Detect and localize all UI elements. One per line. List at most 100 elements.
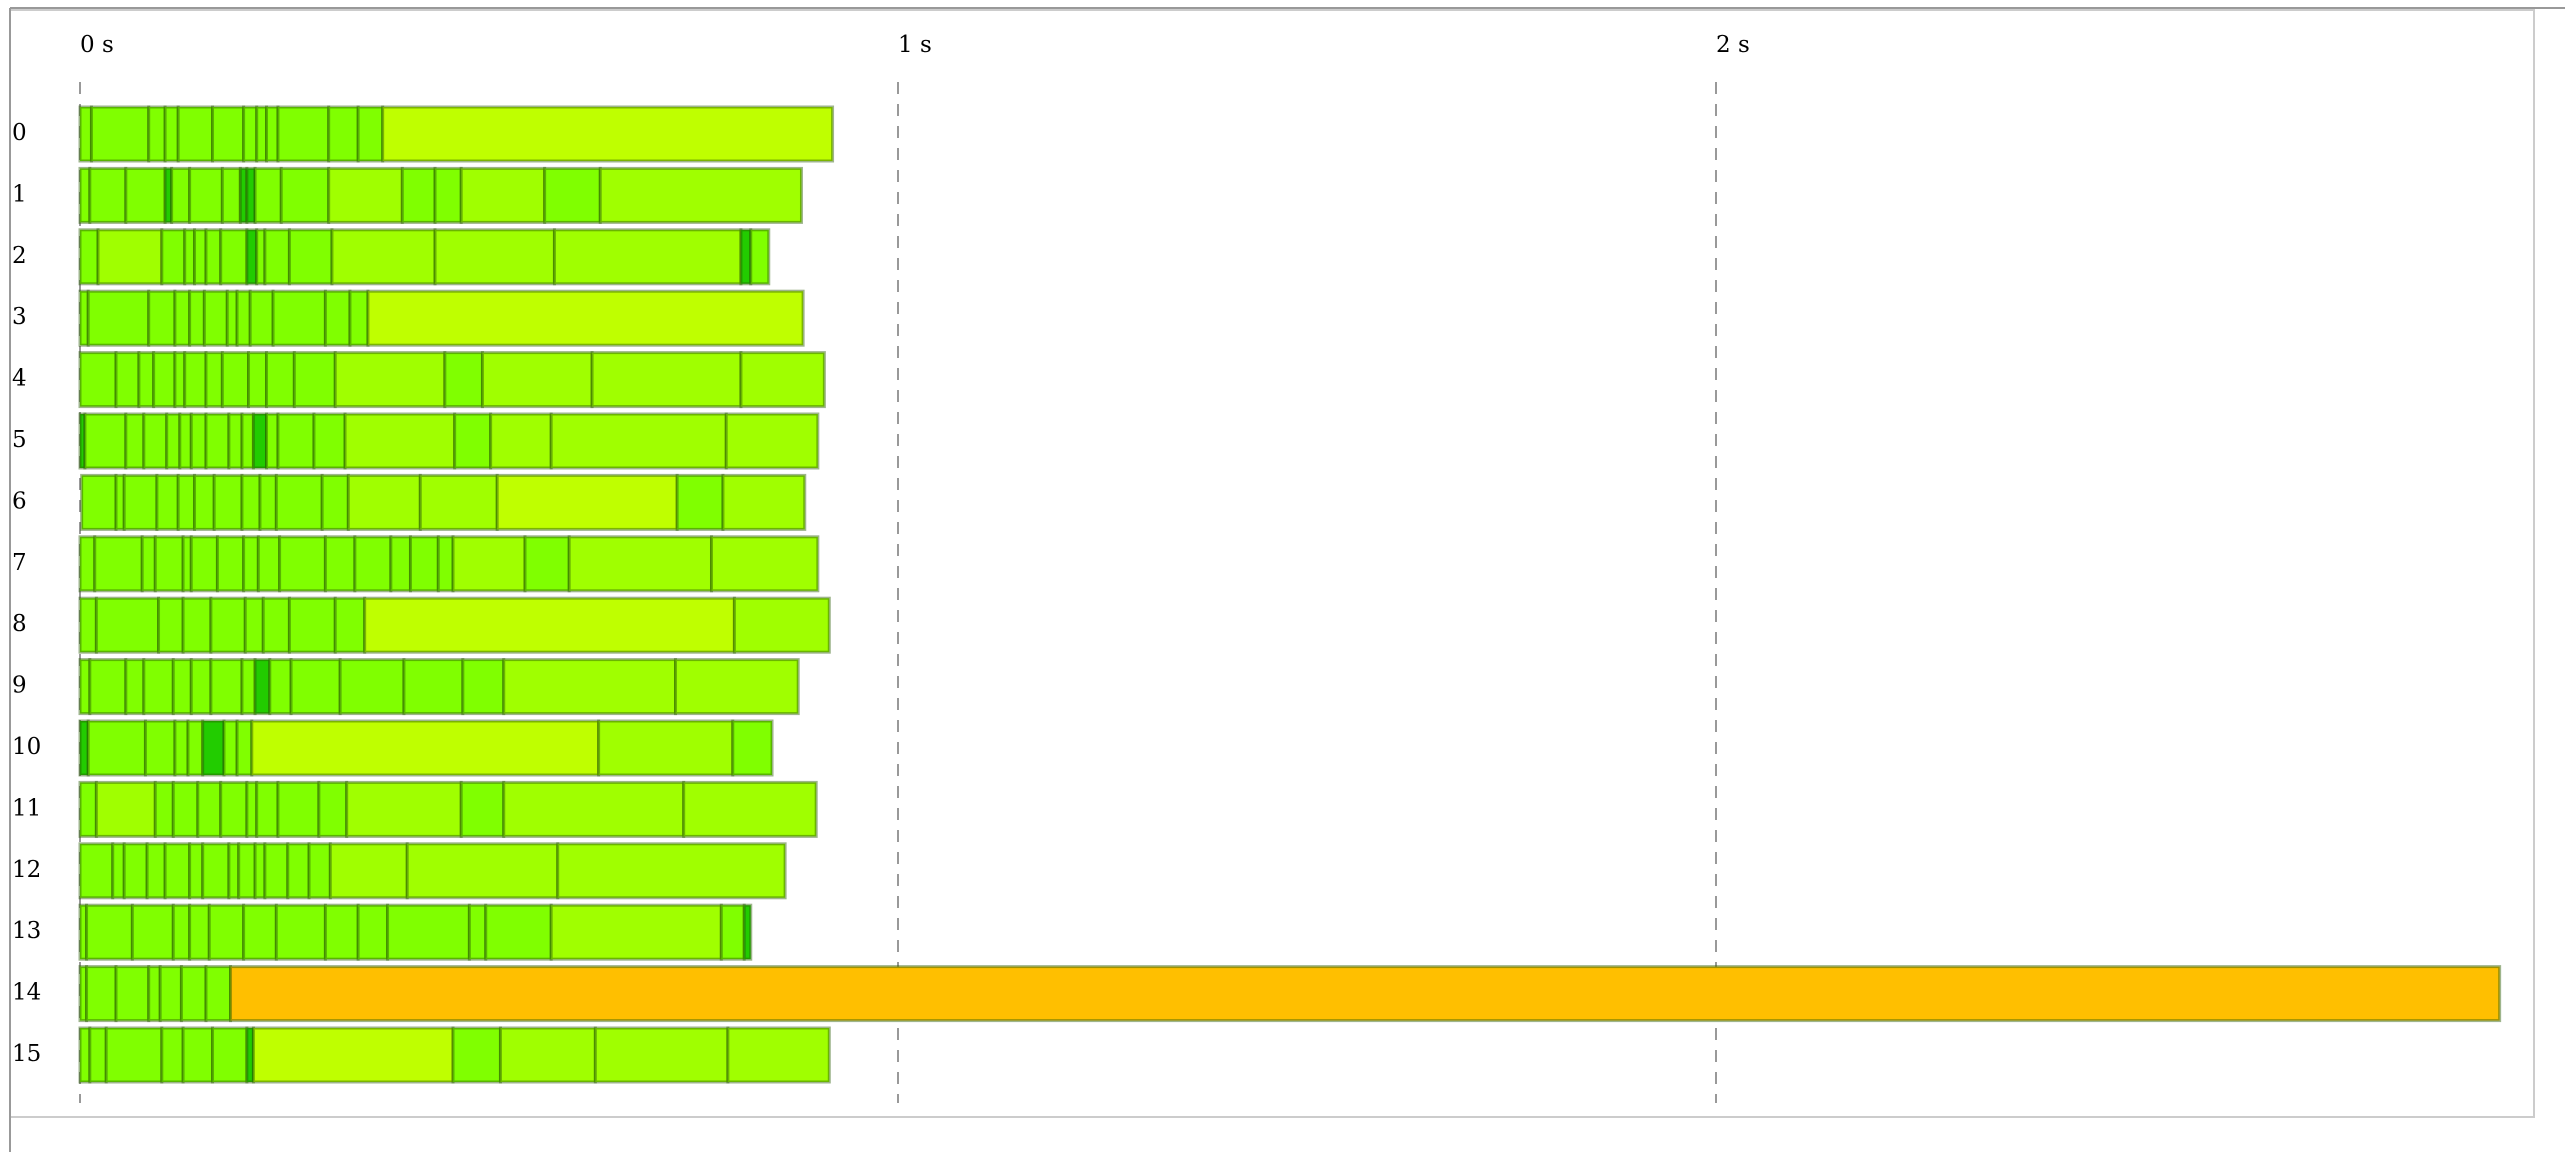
segment bbox=[312, 412, 347, 470]
segment bbox=[78, 842, 115, 900]
segment bbox=[212, 473, 244, 531]
segment bbox=[152, 351, 177, 409]
segment bbox=[171, 903, 192, 961]
segment bbox=[179, 965, 208, 1023]
segment bbox=[459, 780, 506, 838]
segment bbox=[193, 473, 216, 531]
segment bbox=[276, 780, 321, 838]
segment bbox=[248, 289, 275, 347]
row-label: 14 bbox=[12, 980, 41, 1006]
segment bbox=[196, 780, 223, 838]
segment bbox=[242, 535, 260, 593]
segment bbox=[549, 412, 728, 470]
segment bbox=[480, 351, 594, 409]
segment bbox=[207, 903, 246, 961]
segment bbox=[543, 166, 602, 224]
row-label: 6 bbox=[12, 488, 27, 514]
segment bbox=[346, 473, 422, 531]
segment bbox=[85, 965, 118, 1023]
segment bbox=[88, 1026, 108, 1084]
segment bbox=[292, 351, 337, 409]
segment bbox=[265, 412, 280, 470]
segment bbox=[597, 719, 735, 777]
segment bbox=[188, 842, 205, 900]
segment bbox=[682, 780, 818, 838]
segment bbox=[170, 166, 192, 224]
segment bbox=[163, 842, 192, 900]
segment bbox=[83, 412, 128, 470]
segment bbox=[333, 351, 447, 409]
segment bbox=[453, 412, 493, 470]
segment bbox=[328, 842, 409, 900]
segment bbox=[498, 1026, 597, 1084]
segment bbox=[163, 105, 180, 163]
segment bbox=[204, 351, 224, 409]
segment bbox=[153, 780, 175, 838]
segment bbox=[220, 166, 242, 224]
segment bbox=[160, 1026, 185, 1084]
segment bbox=[176, 473, 197, 531]
segment bbox=[124, 658, 146, 716]
segment bbox=[114, 351, 141, 409]
segment bbox=[408, 535, 440, 593]
segment bbox=[265, 351, 296, 409]
segment bbox=[171, 658, 193, 716]
segment bbox=[181, 535, 193, 593]
segment bbox=[356, 903, 390, 961]
segment bbox=[451, 535, 527, 593]
segment bbox=[153, 535, 185, 593]
segment bbox=[204, 965, 233, 1023]
segment bbox=[219, 780, 249, 838]
segment bbox=[89, 105, 151, 163]
segment bbox=[265, 105, 280, 163]
segment bbox=[330, 228, 437, 286]
segment bbox=[130, 903, 175, 961]
segment bbox=[78, 351, 118, 409]
segment bbox=[724, 412, 820, 470]
segment bbox=[489, 412, 553, 470]
segment bbox=[495, 473, 679, 531]
x-tick-label: 1 s bbox=[898, 32, 932, 58]
segment bbox=[366, 289, 805, 347]
segment bbox=[709, 535, 820, 593]
segment bbox=[227, 412, 244, 470]
segment bbox=[719, 903, 746, 961]
segment bbox=[80, 473, 118, 531]
segment bbox=[255, 228, 267, 286]
segment bbox=[461, 658, 506, 716]
segment bbox=[467, 903, 488, 961]
segment bbox=[211, 1026, 249, 1084]
segment bbox=[739, 228, 753, 286]
segment bbox=[137, 351, 156, 409]
segment bbox=[674, 658, 800, 716]
segment bbox=[88, 658, 128, 716]
segment bbox=[567, 535, 713, 593]
segment bbox=[400, 166, 437, 224]
segment bbox=[286, 842, 311, 900]
segment bbox=[731, 719, 774, 777]
segment bbox=[220, 351, 251, 409]
row-label: 9 bbox=[12, 673, 27, 699]
segment bbox=[181, 1026, 215, 1084]
segment bbox=[343, 412, 457, 470]
segment bbox=[188, 289, 206, 347]
segment bbox=[333, 596, 367, 654]
segment bbox=[263, 842, 290, 900]
segment bbox=[183, 228, 197, 286]
segment bbox=[209, 596, 247, 654]
segment bbox=[94, 780, 157, 838]
segment bbox=[289, 658, 342, 716]
segment bbox=[287, 596, 337, 654]
segment bbox=[279, 166, 331, 224]
segment bbox=[675, 473, 725, 531]
segment bbox=[323, 289, 352, 347]
x-tick-label: 2 s bbox=[1716, 32, 1750, 58]
segment bbox=[250, 719, 601, 777]
segment bbox=[157, 596, 185, 654]
row-label: 11 bbox=[12, 795, 41, 821]
segment bbox=[278, 535, 327, 593]
segment bbox=[433, 228, 556, 286]
segment bbox=[327, 166, 404, 224]
segment bbox=[104, 1026, 164, 1084]
